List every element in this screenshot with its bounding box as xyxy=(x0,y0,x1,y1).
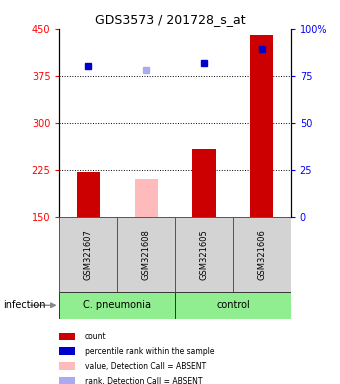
Bar xyxy=(250,35,273,217)
Text: rank, Detection Call = ABSENT: rank, Detection Call = ABSENT xyxy=(85,377,203,384)
Bar xyxy=(135,179,158,217)
Text: count: count xyxy=(85,332,107,341)
Bar xyxy=(59,333,75,340)
Bar xyxy=(59,217,117,292)
Text: control: control xyxy=(216,300,250,310)
Bar xyxy=(233,217,291,292)
Bar xyxy=(175,217,233,292)
Bar xyxy=(175,292,291,319)
Text: infection: infection xyxy=(3,300,46,310)
Text: GSM321607: GSM321607 xyxy=(84,229,93,280)
Text: value, Detection Call = ABSENT: value, Detection Call = ABSENT xyxy=(85,362,206,371)
Text: GDS3573 / 201728_s_at: GDS3573 / 201728_s_at xyxy=(95,13,245,26)
Bar xyxy=(59,377,75,384)
Text: GSM321608: GSM321608 xyxy=(142,229,151,280)
Text: percentile rank within the sample: percentile rank within the sample xyxy=(85,347,215,356)
Bar xyxy=(59,348,75,355)
Bar xyxy=(192,149,216,217)
Bar xyxy=(77,172,100,217)
Text: GSM321606: GSM321606 xyxy=(257,229,266,280)
Bar xyxy=(117,217,175,292)
Text: GSM321605: GSM321605 xyxy=(200,229,208,280)
Bar xyxy=(59,362,75,370)
Text: C. pneumonia: C. pneumonia xyxy=(83,300,151,310)
Bar xyxy=(59,292,175,319)
